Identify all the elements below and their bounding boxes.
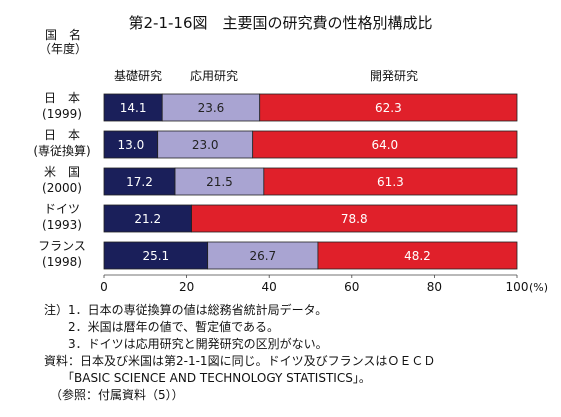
category-sublabel: (2000) xyxy=(42,181,82,195)
data-label: 25.1 xyxy=(142,249,169,263)
data-label: 62.3 xyxy=(375,101,402,115)
bar-segment xyxy=(191,204,518,233)
x-tick-label: 0 xyxy=(100,280,108,294)
data-label: 78.8 xyxy=(341,212,368,226)
note-line: 資料：日本及び米国は第2-1-1図に同じ。ドイツ及びフランスはＯＥＣＤ xyxy=(44,354,436,368)
x-tick-label: 60 xyxy=(344,280,359,294)
bar-segment xyxy=(161,93,261,122)
data-label: 21.2 xyxy=(134,212,161,226)
bar-segment xyxy=(103,167,176,196)
header-country: 国 名 xyxy=(44,28,81,42)
x-tick-label: 20 xyxy=(179,280,194,294)
category-sublabel: (1998) xyxy=(42,255,82,269)
x-tick-label: 40 xyxy=(262,280,277,294)
note-line: （参照：付属資料（5）） xyxy=(44,388,184,402)
bar-segment xyxy=(263,167,518,196)
note-line: 2．米国は暦年の値で、暫定値である。 xyxy=(44,320,280,334)
series-label: 応用研究 xyxy=(190,68,238,83)
series-label: 基礎研究 xyxy=(114,68,162,83)
category-label: 日 本 xyxy=(44,128,80,142)
data-label: 21.5 xyxy=(206,175,233,189)
bar-segment xyxy=(252,130,518,159)
data-label: 26.7 xyxy=(249,249,276,263)
x-tick-label: 80 xyxy=(427,280,442,294)
data-label: 23.0 xyxy=(192,138,219,152)
header-country-label: 国 名 （年度） xyxy=(38,28,88,56)
data-label: 13.0 xyxy=(117,138,144,152)
category-sublabel: (1993) xyxy=(42,218,82,232)
header-year: （年度） xyxy=(38,42,87,56)
note-line: 注）1．日本の専従換算の値は総務省統計局データ。 xyxy=(44,303,328,317)
x-axis-unit: (%) xyxy=(529,281,548,294)
note-line: 「BASIC SCIENCE AND TECHNOLOGY STATISTICS… xyxy=(44,371,371,385)
category-label: フランス xyxy=(38,239,86,253)
bar-segment xyxy=(103,241,209,270)
data-label: 61.3 xyxy=(377,175,404,189)
category-sublabel: (専従換算) xyxy=(33,143,90,158)
category-label: ドイツ xyxy=(44,202,80,216)
bar-segment xyxy=(157,130,254,159)
bar-segment xyxy=(174,167,265,196)
data-label: 17.2 xyxy=(126,175,153,189)
data-label: 23.6 xyxy=(198,101,225,115)
chart-title: 第2-1-16図 主要国の研究費の性格別構成比 xyxy=(128,14,433,32)
note-line: 3．ドイツは応用研究と開発研究の区別がない。 xyxy=(44,337,328,351)
data-label: 64.0 xyxy=(371,138,398,152)
category-label: 米 国 xyxy=(44,165,80,179)
bar-segment xyxy=(259,93,518,122)
data-label: 14.1 xyxy=(120,101,147,115)
series-label: 開発研究 xyxy=(370,68,418,83)
data-label: 48.2 xyxy=(404,249,431,263)
notes: 注）1．日本の専従換算の値は総務省統計局データ。 2．米国は暦年の値で、暫定値で… xyxy=(44,302,435,404)
category-sublabel: (1999) xyxy=(42,107,82,121)
x-tick-label: 100 xyxy=(506,280,529,294)
bar-segment xyxy=(103,130,159,159)
bar-segment xyxy=(207,241,319,270)
category-label: 日 本 xyxy=(44,91,80,105)
bar-segment xyxy=(317,241,518,270)
